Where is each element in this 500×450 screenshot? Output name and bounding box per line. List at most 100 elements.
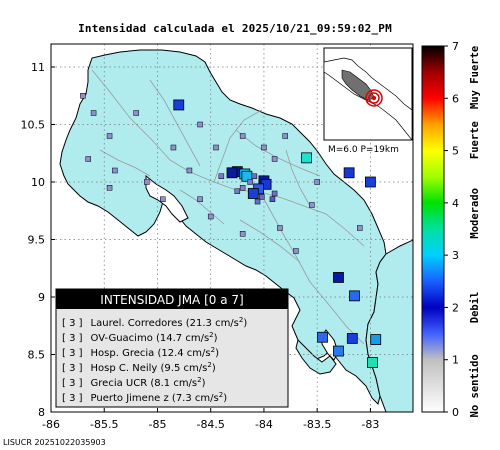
- station-marker-small: [239, 133, 246, 139]
- station-marker-small: [80, 93, 86, 99]
- road: [259, 191, 365, 345]
- station-marker-small: [218, 173, 225, 179]
- x-axis: -86 -85.5 -85 -84.5 -84 -83.5 -83: [42, 408, 379, 431]
- legend-row: [ 3 ] Grecia UCR (8.1 cm/s2): [62, 376, 206, 389]
- colorbar-scale: [421, 45, 445, 413]
- legend-row-close: ): [243, 318, 247, 329]
- x-tick-label: -83: [361, 418, 379, 431]
- station-marker-large: [301, 152, 312, 164]
- colorbar-category-label: No sentido: [469, 354, 481, 417]
- y-tick-label: 9: [38, 291, 45, 304]
- station-marker-large: [173, 99, 185, 111]
- station-marker-small: [277, 225, 283, 231]
- station-marker-small: [144, 179, 150, 185]
- station-marker-small: [293, 248, 299, 254]
- legend-row-sup: 2: [207, 361, 211, 369]
- colorbar-category-label: Moderado: [469, 188, 481, 239]
- road: [259, 191, 365, 247]
- station-marker-large: [365, 176, 376, 188]
- legend-row-close: ): [215, 348, 219, 359]
- road: [91, 69, 261, 193]
- road: [179, 189, 225, 225]
- y-tick-label: 11: [31, 61, 45, 74]
- station-marker-small: [251, 173, 258, 179]
- legend-row-text: OV-Guacimo (14.7 cm/s: [91, 333, 210, 344]
- map-title: Intensidad calculada el 2025/10/21_09:59…: [78, 22, 392, 35]
- station-marker-large: [247, 188, 259, 199]
- colorbar-category-label: Muy Fuerte: [469, 46, 481, 109]
- legend-row-close: ): [202, 378, 206, 389]
- colorbar-tick-label: 1: [452, 354, 459, 367]
- station-marker-small: [239, 185, 246, 191]
- legend-row-level: [ 3 ]: [62, 318, 83, 329]
- road: [99, 149, 151, 177]
- station-marker-small: [207, 213, 214, 220]
- legend-row-sup: 2: [219, 391, 223, 399]
- station-marker-small: [282, 133, 288, 139]
- legend-row-text: Hosp. Grecia (12.4 cm/s: [91, 348, 211, 359]
- nicoya-gulf-water: [145, 174, 189, 223]
- colorbar-tick-label: 5: [452, 145, 459, 158]
- costa-rica-landmass: [59, 49, 387, 405]
- station-marker-small: [254, 198, 261, 205]
- colorbar-tick-label: 4: [452, 197, 459, 210]
- inset-magnitude-label: M=6.0 P=19km: [328, 145, 399, 155]
- colorbar-tick-label: 2: [452, 301, 459, 314]
- legend-row-level: [ 3 ]: [62, 393, 83, 404]
- epicenter-ring: [368, 92, 380, 104]
- legend-row-close: ): [223, 393, 227, 404]
- station-marker-small: [106, 185, 113, 191]
- station-marker-small: [261, 144, 267, 151]
- station-marker-small: [271, 190, 278, 197]
- station-marker-small: [160, 196, 166, 202]
- colorbar-category-label: Debil: [469, 292, 481, 324]
- station-marker-large: [349, 290, 360, 302]
- legend-row-text: Hosp C. Neily (9.5 cm/s: [91, 363, 208, 374]
- legend-row-text: Laurel. Corredores (21.3 cm/s: [91, 318, 239, 329]
- station-marker-large: [370, 334, 382, 345]
- road: [285, 149, 311, 207]
- station-marker-small: [234, 188, 241, 194]
- station-marker-small: [197, 196, 203, 202]
- y-tick-label: 10: [31, 176, 45, 189]
- station-marker-small: [269, 196, 276, 202]
- x-tick-label: -85: [148, 418, 166, 431]
- x-tick-label: -83.5: [303, 418, 331, 431]
- station-marker-small: [106, 133, 113, 139]
- legend-row: [ 3 ] Hosp C. Neily (9.5 cm/s2): [62, 361, 216, 374]
- legend-row: [ 3 ] Hosp. Grecia (12.4 cm/s2): [62, 346, 219, 359]
- colorbar-tick-label: 3: [452, 249, 459, 262]
- station-marker-small: [90, 110, 97, 116]
- inset-map: M=6.0 P=19km: [323, 47, 413, 155]
- station-marker-large: [367, 357, 378, 368]
- station-marker-large: [317, 331, 328, 343]
- map-frame: [50, 43, 414, 413]
- legend-row: [ 3 ] Laurel. Corredores (21.3 cm/s2): [62, 316, 247, 329]
- legend-row-level: [ 3 ]: [62, 348, 83, 359]
- legend-row-sup: 2: [209, 331, 213, 339]
- y-tick-label: 8.5: [28, 349, 46, 362]
- station-marker-small: [309, 202, 315, 208]
- legend-row-text: Grecia UCR (8.1 cm/s: [91, 378, 198, 389]
- station-marker-large: [226, 167, 238, 179]
- legend-row-text: Puerto Jimene z (7.3 cm/s: [91, 393, 219, 404]
- station-marker-large: [333, 272, 344, 283]
- station-marker-small: [239, 231, 246, 237]
- station-marker-small: [314, 179, 320, 185]
- y-tick-label: 8: [38, 406, 45, 419]
- station-marker-small: [112, 167, 118, 174]
- colorbar-tick-label: 0: [452, 406, 459, 419]
- legend-row-level: [ 3 ]: [62, 363, 83, 374]
- intensity-legend: INTENSIDAD JMA [0 a 7] [ 3 ] Laurel. Corr…: [55, 288, 289, 408]
- road: [239, 219, 301, 263]
- x-tick-label: -86: [42, 418, 60, 431]
- y-tick-label: 9.5: [28, 234, 46, 247]
- legend-row-sup: 2: [197, 376, 201, 384]
- road: [235, 129, 321, 177]
- legend-row-close: ): [212, 363, 216, 374]
- station-marker-small: [85, 156, 92, 162]
- x-tick-label: -85.5: [90, 418, 118, 431]
- legend-row-sup: 2: [239, 316, 243, 324]
- station-marker-small: [357, 225, 363, 231]
